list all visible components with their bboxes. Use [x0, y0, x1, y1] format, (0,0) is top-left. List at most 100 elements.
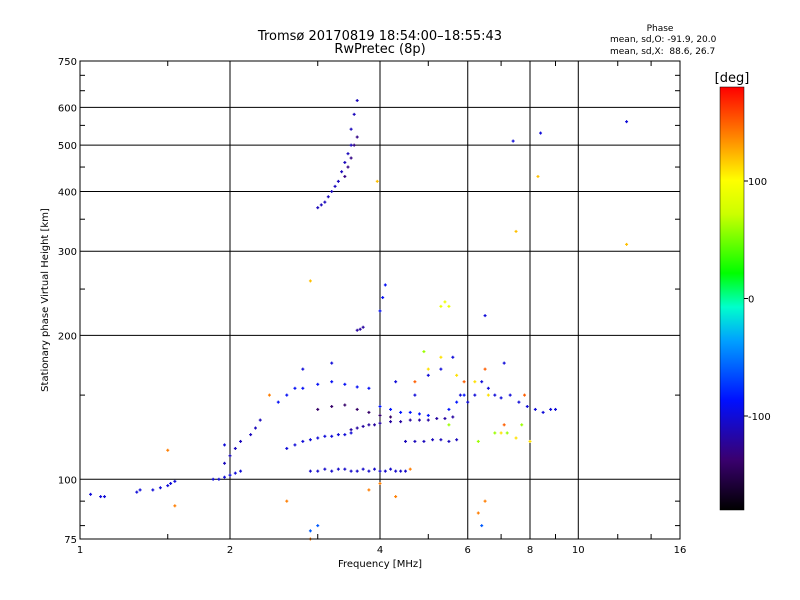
y-tick-label: 500: [58, 141, 77, 152]
data-point: [439, 355, 443, 359]
data-point: [151, 488, 155, 492]
x-tick-label: 1: [77, 545, 83, 556]
data-point: [403, 469, 407, 473]
data-point: [166, 484, 170, 488]
plot-frame: [79, 60, 681, 540]
data-point: [483, 367, 487, 371]
data-point: [367, 469, 371, 473]
data-point: [233, 446, 237, 450]
data-point: [166, 448, 170, 452]
y-tick-label: 75: [64, 535, 77, 546]
y-tick-label: 100: [58, 475, 77, 486]
data-point: [447, 423, 451, 427]
data-point: [505, 431, 509, 435]
data-point: [394, 380, 398, 384]
data-point: [333, 184, 337, 188]
data-point: [502, 423, 506, 427]
data-point: [389, 415, 393, 419]
data-point: [525, 404, 529, 408]
data-point: [451, 355, 455, 359]
data-point: [135, 490, 139, 494]
data-point: [99, 495, 103, 499]
data-point: [533, 407, 537, 411]
data-point: [408, 410, 412, 414]
data-point: [249, 433, 253, 437]
data-point: [319, 203, 323, 207]
data-point: [258, 418, 262, 422]
x-axis-ticks: 1 2 4 6 8 10 16: [77, 61, 686, 556]
data-point: [330, 380, 334, 384]
data-point: [349, 143, 353, 147]
data-point: [267, 393, 271, 397]
data-point: [383, 283, 387, 287]
phase-box-line-x: mean, sd,X: 88.6, 26.7: [610, 47, 715, 57]
data-point: [308, 529, 312, 533]
data-point: [389, 407, 393, 411]
data-point: [349, 156, 353, 160]
data-point: [173, 479, 177, 483]
data-point: [422, 439, 426, 443]
data-point: [103, 495, 107, 499]
data-point: [355, 407, 359, 411]
data-point: [447, 304, 451, 308]
data-point: [361, 467, 365, 471]
data-point: [293, 443, 297, 447]
data-point: [514, 436, 518, 440]
data-point: [553, 407, 557, 411]
data-point: [408, 418, 412, 422]
data-point: [539, 131, 543, 135]
data-point: [447, 439, 451, 443]
data-point: [439, 438, 443, 442]
data-point: [381, 296, 385, 300]
data-point: [308, 279, 312, 283]
data-point: [394, 495, 398, 499]
x-tick-label: 6: [465, 545, 471, 556]
colorbar-ticks: 100 0 -100: [744, 177, 771, 423]
data-point: [431, 438, 435, 442]
data-point: [493, 431, 497, 435]
x-tick-label: 2: [227, 545, 233, 556]
data-point: [413, 380, 417, 384]
data-point: [389, 467, 393, 471]
data-point: [323, 467, 327, 471]
data-point: [253, 426, 257, 430]
data-point: [466, 400, 470, 404]
data-point: [158, 486, 162, 490]
data-point: [316, 524, 320, 528]
colorbar: [719, 86, 745, 511]
data-point: [352, 143, 356, 147]
data-point: [239, 469, 243, 473]
data-point: [447, 407, 451, 411]
data-point: [336, 433, 340, 437]
data-point: [343, 467, 347, 471]
data-point: [330, 469, 334, 473]
data-point: [514, 229, 518, 233]
data-point: [435, 417, 439, 421]
data-point: [355, 426, 359, 430]
x-axis-label: Frequency [MHz]: [338, 559, 422, 570]
y-tick-label: 400: [58, 187, 77, 198]
data-point: [285, 499, 289, 503]
data-point: [358, 327, 362, 331]
data-point: [367, 410, 371, 414]
data-point: [483, 314, 487, 318]
data-point: [378, 469, 382, 473]
data-point: [349, 431, 353, 435]
data-point: [336, 467, 340, 471]
data-point: [486, 386, 490, 390]
data-point: [417, 412, 421, 416]
grid-lines: [80, 61, 680, 539]
data-point: [480, 524, 484, 528]
data-point: [378, 413, 382, 417]
data-point: [330, 189, 334, 193]
data-point: [378, 404, 382, 408]
data-point: [375, 179, 379, 183]
data-point: [394, 469, 398, 473]
data-point: [625, 120, 629, 124]
data-point: [517, 400, 521, 404]
data-point: [473, 380, 477, 384]
colorbar-tick-label: 0: [748, 295, 754, 306]
data-point: [476, 511, 480, 515]
data-point: [173, 504, 177, 508]
